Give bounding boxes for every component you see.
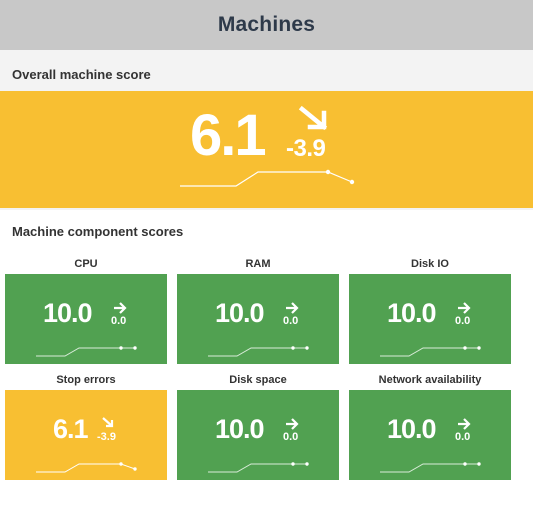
tile-sparkline (208, 346, 309, 357)
score-tile-disk-io[interactable]: 10.0 0.0 (349, 274, 511, 364)
tile-delta: -3.9 (97, 431, 116, 443)
score-tile-cpu[interactable]: 10.0 0.0 (5, 274, 167, 364)
arrow-right-icon (458, 418, 471, 430)
score-tile-stop-errors[interactable]: 6.1 -3.9 (5, 390, 167, 480)
overall-score-tile[interactable]: 6.1 -3.9 (0, 91, 533, 208)
arrow-right-icon (458, 302, 471, 314)
arrow-down-right-icon (102, 417, 114, 428)
tile-delta: 0.0 (283, 315, 299, 327)
tile-value: 10.0 (215, 414, 265, 444)
tile-sparkline (380, 346, 481, 357)
tile-label-cpu: CPU (74, 258, 98, 270)
tile-delta: 0.0 (455, 315, 471, 327)
tile-value: 6.1 (53, 414, 89, 444)
page-title: Machines (217, 13, 316, 36)
page-header: Machines (0, 0, 533, 50)
overall-sparkline (180, 169, 355, 187)
tile-value: 10.0 (215, 298, 265, 328)
tile-value: 10.0 (387, 414, 437, 444)
components-section-title: Machine component scores (12, 224, 184, 239)
tile-sparkline (380, 462, 481, 473)
score-tile-disk-space[interactable]: 10.0 0.0 (177, 390, 339, 480)
tile-delta: 0.0 (283, 431, 299, 443)
score-tile-network-availability[interactable]: 10.0 0.0 (349, 390, 511, 480)
tile-value: 10.0 (43, 298, 93, 328)
tile-label-network-availability: Network availability (378, 374, 482, 386)
overall-score-value: 6.1 (190, 103, 267, 168)
tile-label-stop-errors: Stop errors (56, 374, 116, 386)
arrow-down-right-icon (298, 105, 328, 131)
arrow-right-icon (286, 418, 299, 430)
tile-label-disk-io: Disk IO (411, 258, 449, 270)
tile-sparkline (36, 462, 137, 473)
arrow-right-icon (286, 302, 299, 314)
overall-score-delta: -3.9 (286, 135, 326, 162)
tile-label-disk-space: Disk space (229, 374, 287, 386)
tile-value: 10.0 (387, 298, 437, 328)
tile-label-ram: RAM (245, 258, 271, 270)
tile-delta: 0.0 (111, 315, 127, 327)
arrow-right-icon (114, 302, 127, 314)
tile-sparkline (208, 462, 309, 473)
tile-sparkline (36, 346, 137, 357)
overall-section-title: Overall machine score (12, 67, 151, 82)
tile-delta: 0.0 (455, 431, 471, 443)
score-tile-ram[interactable]: 10.0 0.0 (177, 274, 339, 364)
